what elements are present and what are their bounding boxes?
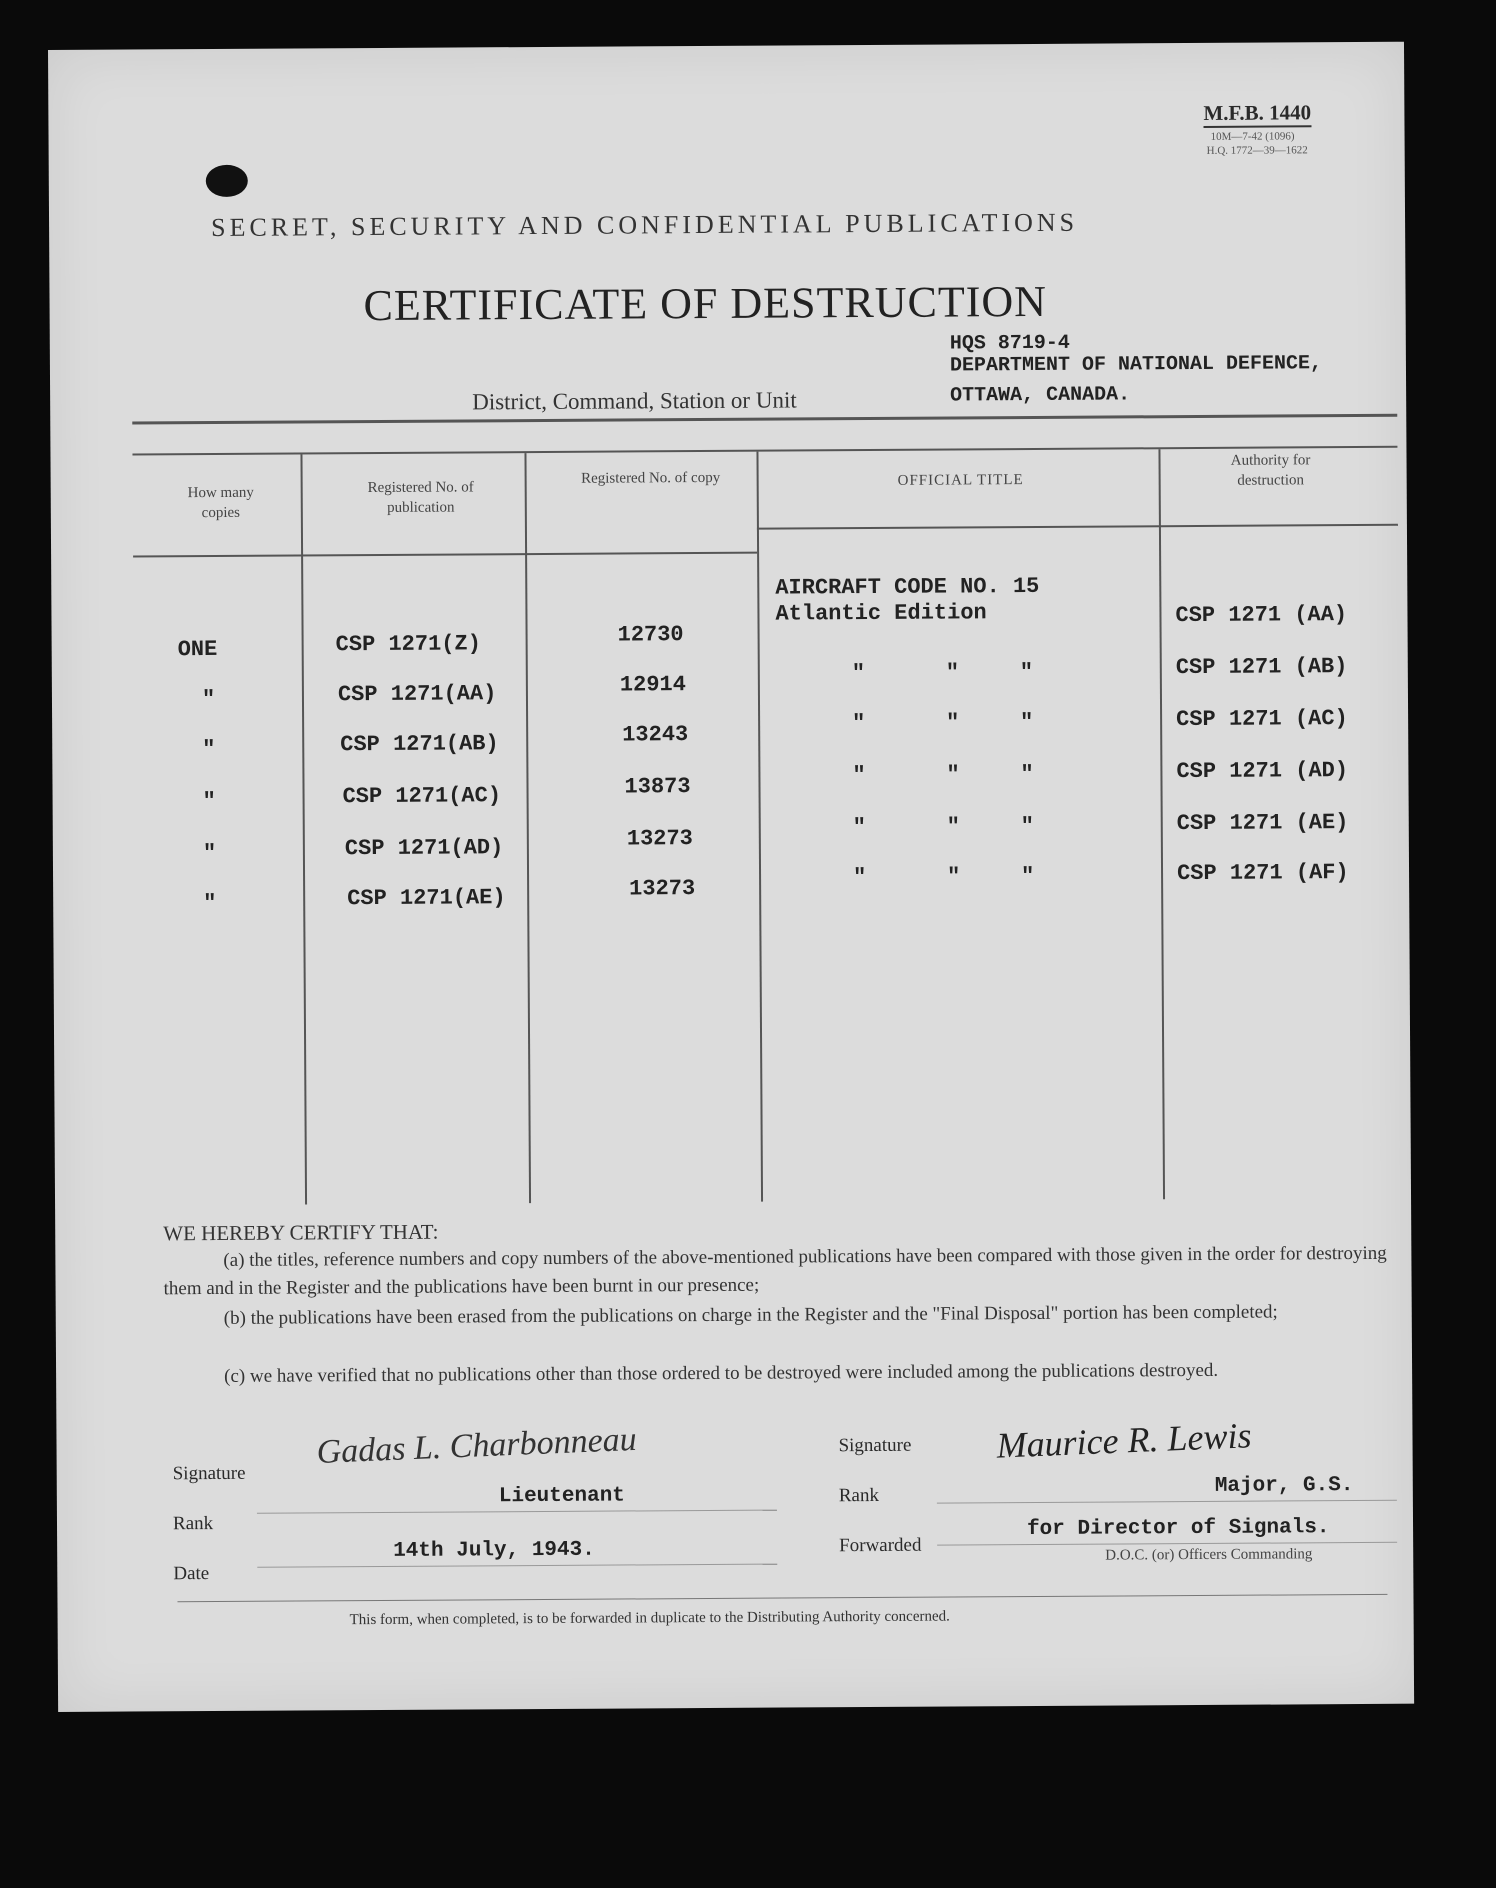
ditto-mark: " (1019, 659, 1034, 686)
copy-cell: 13273 (629, 876, 696, 902)
ditto-mark: " (1020, 761, 1034, 788)
unit-line: DEPARTMENT OF NATIONAL DEFENCE, (949, 352, 1323, 378)
copies-cell: " (201, 686, 216, 713)
ditto-mark: " (1020, 709, 1034, 736)
authority-cell: CSP 1271 (AA) (1175, 602, 1348, 629)
publication-cell: CSP 1271(AD) (344, 835, 504, 862)
date-label: Date (173, 1563, 210, 1585)
authority-cell: CSP 1271 (AF) (1176, 860, 1349, 887)
footer-line (177, 1593, 1388, 1603)
ink-blot (205, 164, 248, 198)
signature-right: Maurice R. Lewis (995, 1415, 1253, 1466)
authority-cell: CSP 1271 (AE) (1176, 810, 1349, 837)
forwarded-line (937, 1541, 1398, 1546)
copies-cell: " (202, 840, 217, 867)
forwarded-label: Forwarded (839, 1534, 922, 1557)
unit-line: OTTAWA, CANADA. (950, 383, 1131, 408)
authority-cell: CSP 1271 (AB) (1175, 654, 1348, 681)
copies-cell: " (202, 788, 216, 815)
certificate-page: M.F.B. 1440 10M—7-42 (1096) H.Q. 1772—39… (48, 41, 1415, 1712)
rank-label: Rank (172, 1513, 214, 1535)
ditto-mark: " (946, 710, 960, 736)
authority-cell: CSP 1271 (AD) (1176, 758, 1349, 785)
ditto-mark: " (945, 660, 960, 686)
copy-cell: 13243 (622, 722, 689, 748)
unit-line: HQS 8719-4 (949, 331, 1070, 356)
rank-right: Major, G.S. (1214, 1474, 1354, 1498)
table-row: " CSP 1271(AC) 13873 " " " CSP 1271 (AD) (48, 42, 1404, 814)
official-title: Atlantic Edition (775, 600, 987, 627)
authority-cell: CSP 1271 (AC) (1176, 706, 1348, 733)
table-row: " CSP 1271(AE) 13273 " " " CSP 1271 (AF) (48, 42, 1404, 916)
col-authority: Authority for destruction (1230, 452, 1311, 489)
signature-label: Signature (172, 1462, 246, 1485)
table-row: " CSP 1271(AA) 12914 " " " CSP 1271 (AB) (48, 42, 1404, 712)
date-value: 14th July, 1943. (393, 1538, 595, 1563)
destruction-table: How many copies Registered No. of public… (48, 42, 1404, 1205)
page-title: CERTIFICATE OF DESTRUCTION (363, 276, 1048, 331)
forwarded-value: for Director of Signals. (1026, 1516, 1330, 1542)
form-code: H.Q. 1772—39—1622 (1206, 144, 1308, 157)
rank-left: Lieutenant (498, 1484, 625, 1509)
signature-left: Gadas L. Charbonneau (315, 1420, 638, 1471)
table-row: ONE CSP 1271(Z) 12730 CSP 1271 (AA) (48, 42, 1404, 662)
ditto-mark: " (1020, 863, 1035, 890)
ditto-mark: " (946, 814, 961, 840)
header-line (133, 551, 758, 558)
divider (132, 413, 1398, 425)
rank-line (936, 1499, 1397, 1504)
rank-label: Rank (838, 1484, 880, 1507)
certify-c: (c) we have verified that no publication… (224, 1359, 1219, 1387)
publication-cell: CSP 1271(AE) (347, 885, 506, 912)
ditto-mark: " (946, 864, 961, 890)
unit-label: District, Command, Station or Unit (472, 387, 797, 415)
copies-cell: " (203, 890, 217, 917)
copy-cell: 12730 (617, 622, 684, 648)
col-copies: How many copies (187, 484, 254, 522)
column-divider (300, 454, 308, 1205)
header-line (756, 523, 1398, 530)
ditto-mark: " (1020, 813, 1035, 840)
footer-note: This form, when completed, is to be forw… (349, 1608, 950, 1629)
signature-label: Signature (838, 1434, 912, 1457)
official-title: AIRCRAFT CODE NO. 15 (775, 573, 1040, 601)
col-title: OFFICIAL TITLE (897, 472, 1024, 489)
ditto-mark: " (852, 763, 866, 789)
table-row: " CSP 1271(AD) 13273 " " " CSP 1271 (AE) (48, 42, 1404, 866)
table-row: " CSP 1271(AB) 13243 " " " CSP 1271 (AC) (48, 42, 1404, 762)
col-copy: Registered No. of copy (581, 469, 721, 487)
publication-cell: CSP 1271(AC) (342, 783, 502, 810)
publication-cell: CSP 1271(Z) (335, 631, 481, 658)
ditto-mark: " (852, 711, 866, 737)
publication-cell: CSP 1271(AB) (340, 731, 499, 758)
copy-cell: 13873 (624, 774, 691, 800)
column-divider (524, 453, 532, 1204)
copy-cell: 12914 (619, 672, 686, 698)
ditto-mark: " (851, 661, 866, 687)
form-code: 10M—7-42 (1096) (1210, 130, 1295, 143)
certify-a: (a) the titles, reference numbers and co… (163, 1242, 1387, 1300)
column-divider (756, 451, 764, 1202)
forwarded-caption: D.O.C. (or) Officers Commanding (1105, 1546, 1313, 1564)
form-number: M.F.B. 1440 (1203, 100, 1312, 128)
date-line (257, 1563, 778, 1568)
table-top-line (132, 445, 1398, 456)
ditto-mark: " (852, 865, 867, 891)
publication-cell: CSP 1271(AA) (337, 681, 497, 708)
copies-cell: " (202, 736, 216, 763)
certify-b: (b) the publications have been erased fr… (223, 1301, 1278, 1329)
rank-line (256, 1509, 777, 1514)
ditto-mark: " (946, 762, 960, 788)
copies-cell: ONE (177, 636, 218, 663)
section-header: SECRET, SECURITY AND CONFIDENTIAL PUBLIC… (210, 207, 1079, 243)
ditto-mark: " (852, 815, 867, 841)
copy-cell: 13273 (626, 826, 693, 852)
col-publication: Registered No. of publication (367, 479, 474, 516)
column-divider (1158, 449, 1166, 1200)
